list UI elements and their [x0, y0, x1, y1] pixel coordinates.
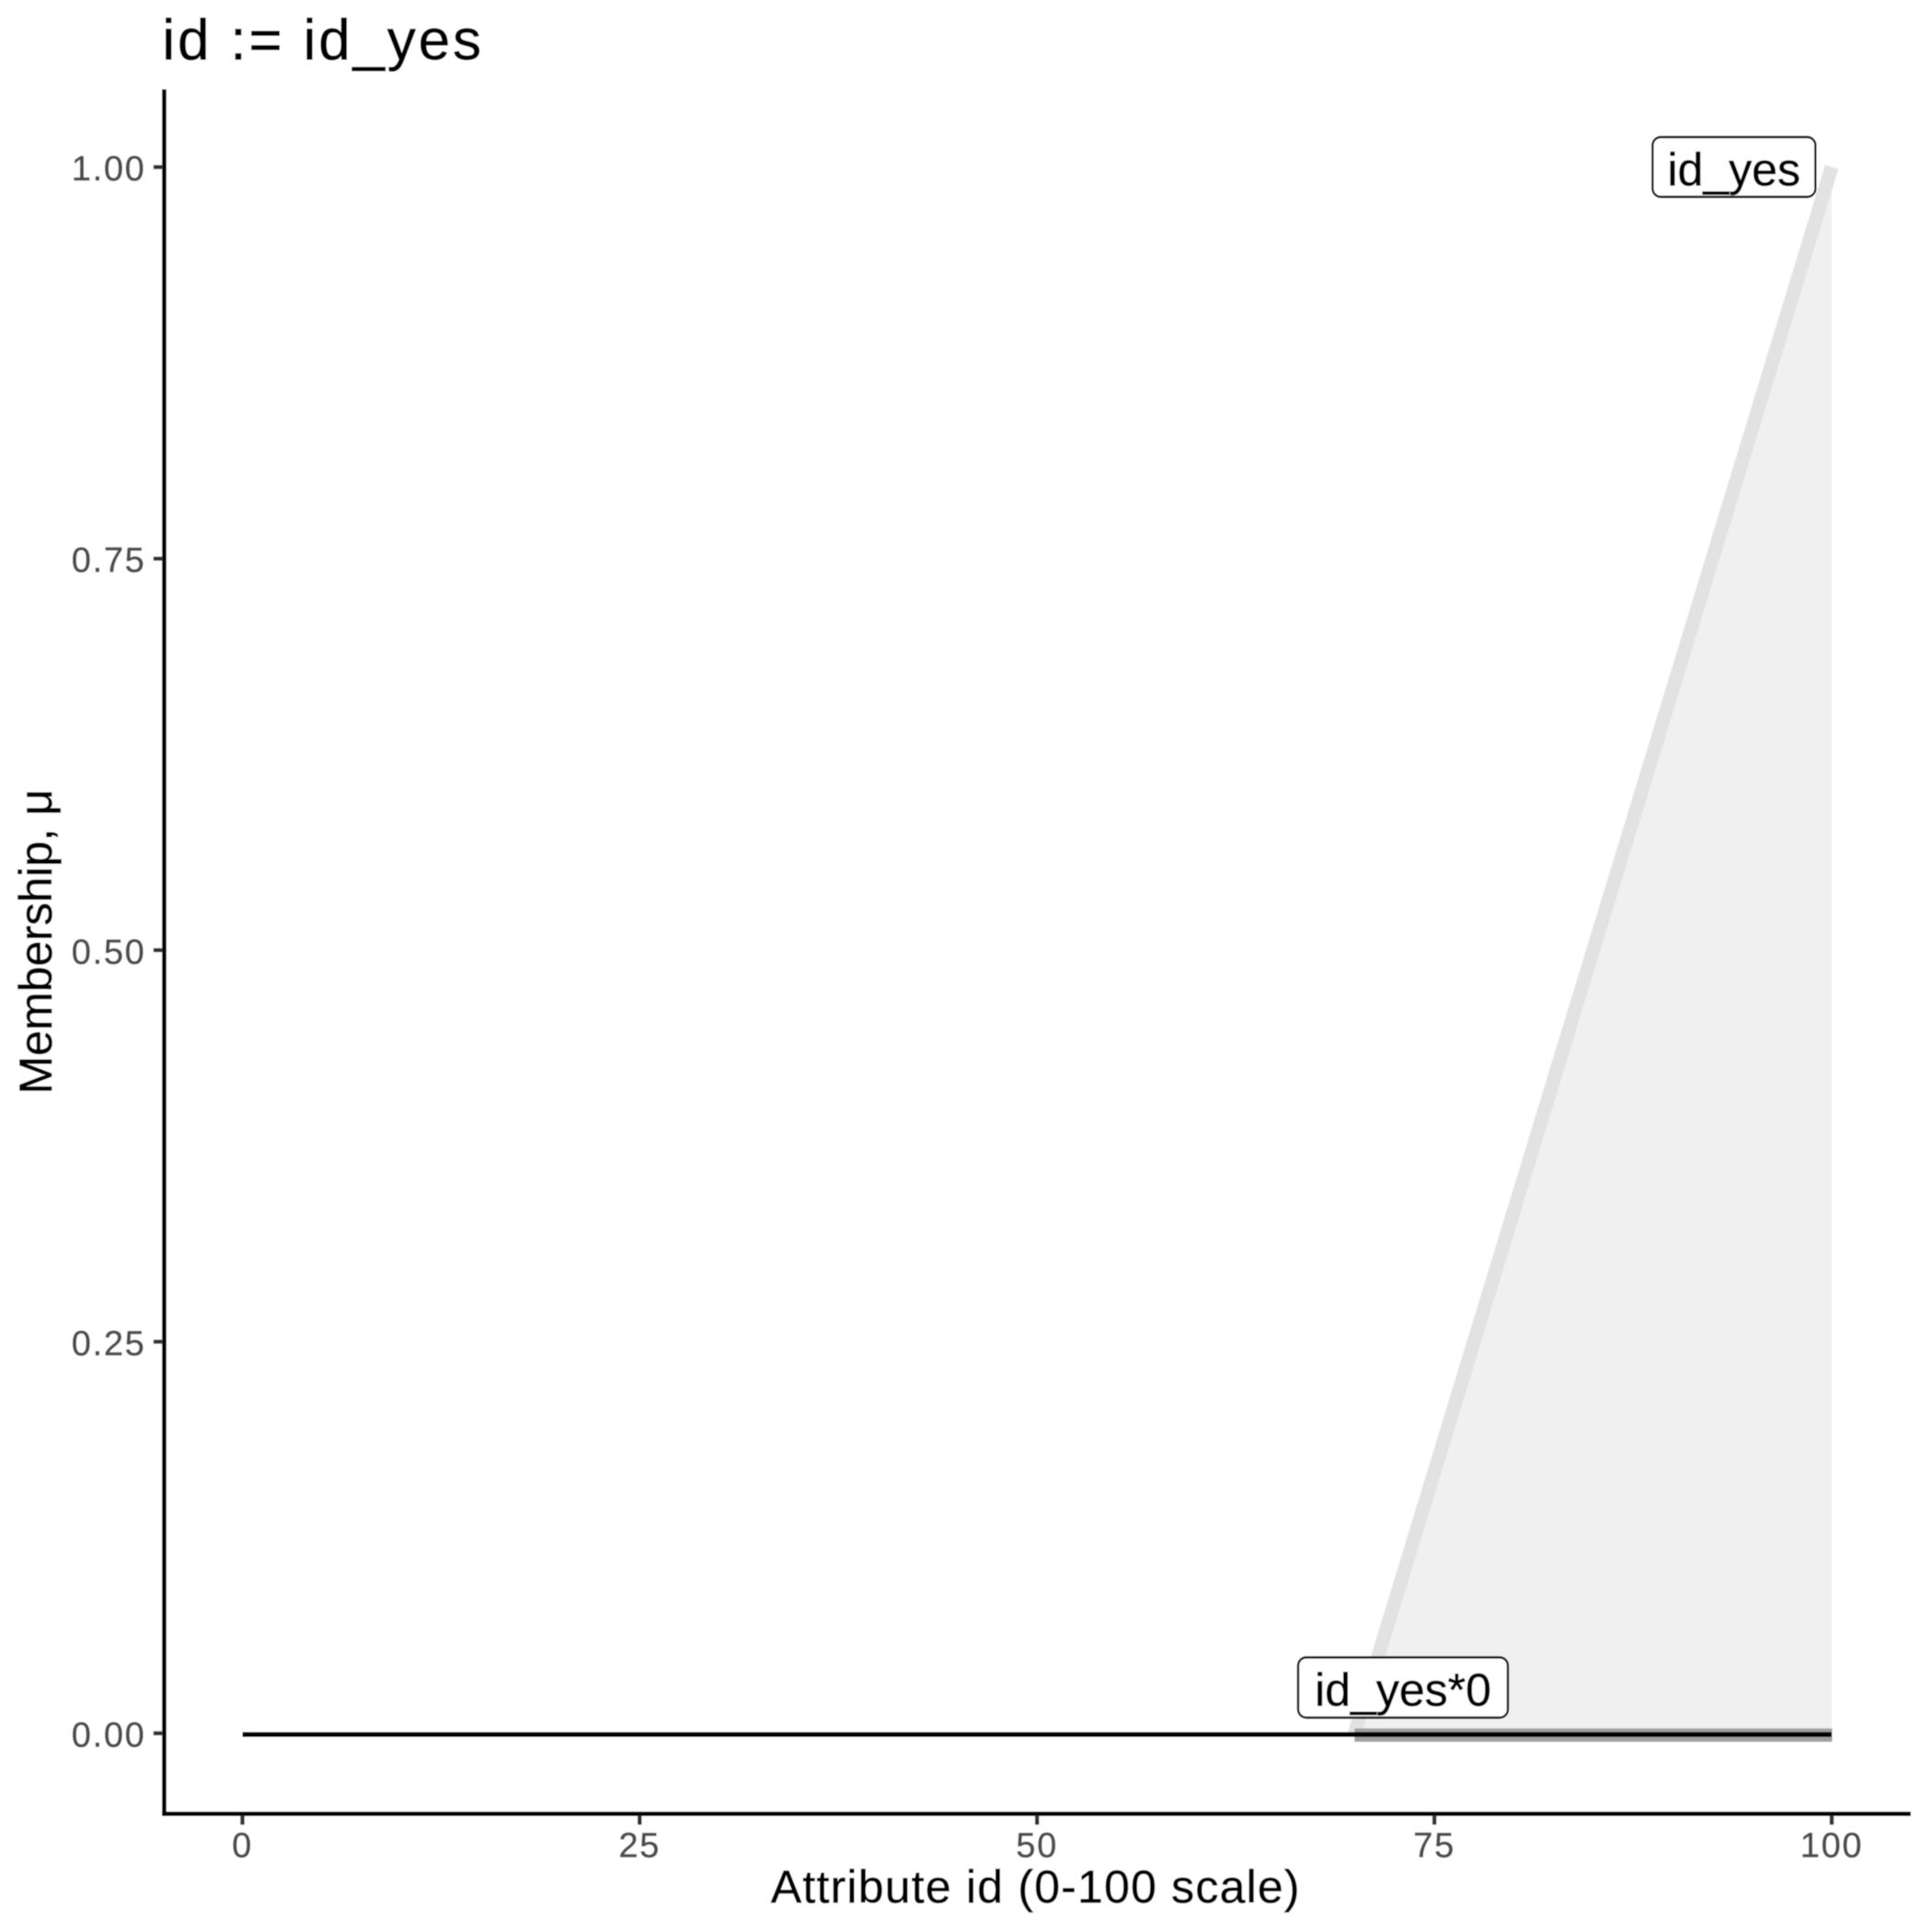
svg-text:id_yes: id_yes	[1667, 144, 1800, 195]
svg-text:0.75: 0.75	[72, 542, 146, 581]
svg-text:75: 75	[1413, 1826, 1455, 1865]
svg-text:0: 0	[232, 1826, 253, 1865]
svg-text:id_yes*0: id_yes*0	[1315, 1664, 1491, 1716]
svg-text:Attribute id (0-100 scale): Attribute id (0-100 scale)	[771, 1861, 1301, 1913]
svg-text:id := id_yes: id := id_yes	[162, 9, 484, 73]
svg-text:1.00: 1.00	[72, 150, 146, 189]
svg-text:Membership, μ: Membership, μ	[10, 789, 62, 1095]
svg-text:0.00: 0.00	[72, 1717, 146, 1755]
svg-text:100: 100	[1800, 1826, 1864, 1865]
svg-text:0.50: 0.50	[72, 933, 146, 972]
svg-text:25: 25	[618, 1826, 661, 1865]
svg-text:50: 50	[1016, 1826, 1058, 1865]
svg-text:0.25: 0.25	[72, 1325, 146, 1363]
